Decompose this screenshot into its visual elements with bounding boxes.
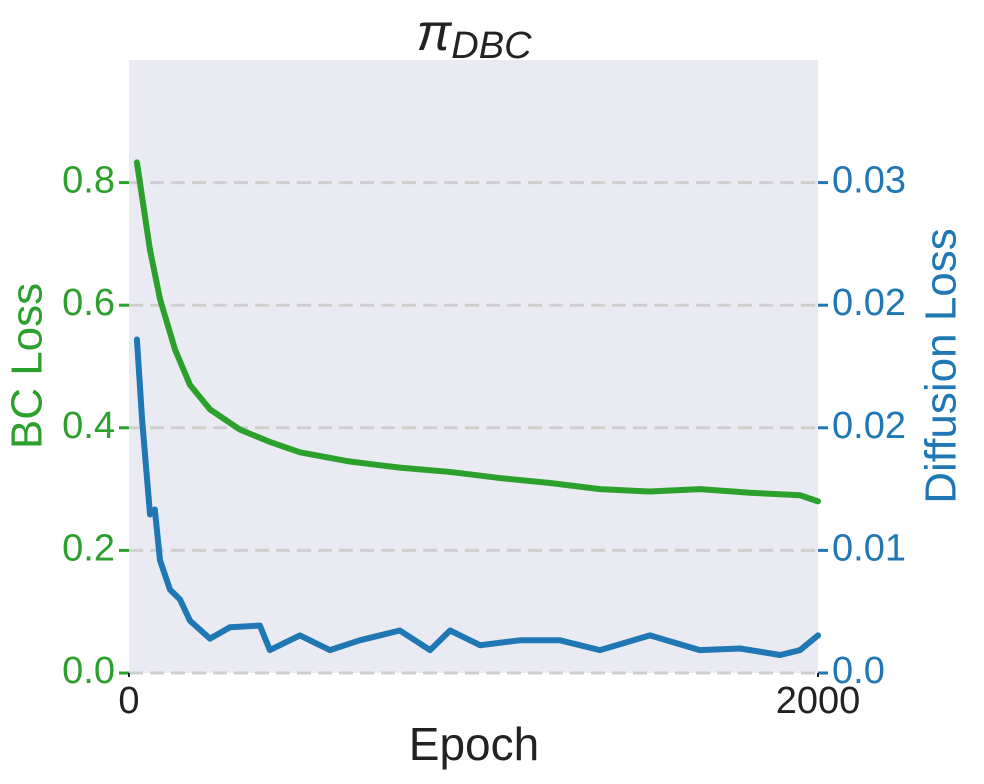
- y2-tick-label: 0.02: [832, 405, 906, 447]
- series-line: [133, 336, 821, 659]
- y-tick-label: 0.6: [62, 282, 115, 324]
- y2-axis-label: Diffusion Loss: [917, 228, 966, 504]
- x-tick-label: 2000: [776, 680, 861, 722]
- y-tick-label: 0.2: [62, 527, 115, 569]
- plot-area: [129, 60, 818, 673]
- x-tick-label: 0: [118, 680, 139, 722]
- y-axis-label: BC Loss: [3, 283, 52, 449]
- y-tick-label: 0.4: [62, 405, 115, 447]
- y2-tick-label: 0.0: [832, 650, 885, 692]
- title-symbol: π: [416, 4, 452, 62]
- y-tick-label: 0.0: [62, 650, 115, 692]
- title-subscript: DBC: [451, 25, 532, 67]
- x-axis-label: Epoch: [409, 718, 539, 770]
- series-line: [133, 159, 821, 505]
- y2-tick-label: 0.03: [832, 160, 906, 202]
- y-tick-label: 0.8: [62, 160, 115, 202]
- y2-tick-label: 0.01: [832, 527, 906, 569]
- y2-tick-label: 0.02: [832, 282, 906, 324]
- chart-title: πDBC: [416, 4, 532, 67]
